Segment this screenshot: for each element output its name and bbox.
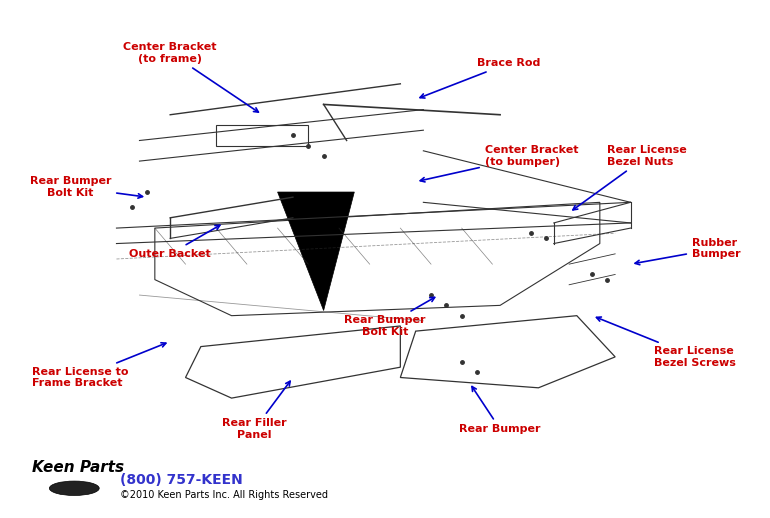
Polygon shape: [278, 192, 354, 310]
Text: Rear License
Bezel Screws: Rear License Bezel Screws: [597, 317, 735, 368]
Text: Rear License to
Frame Bracket: Rear License to Frame Bracket: [32, 343, 166, 388]
Text: Rear Filler
Panel: Rear Filler Panel: [223, 381, 290, 440]
Text: (800) 757-KEEN: (800) 757-KEEN: [120, 472, 243, 486]
Text: Rear Bumper
Bolt Kit: Rear Bumper Bolt Kit: [30, 176, 142, 198]
Text: Center Bracket
(to bumper): Center Bracket (to bumper): [420, 145, 578, 182]
Ellipse shape: [49, 481, 99, 496]
Text: Outer Backet: Outer Backet: [129, 225, 220, 259]
Text: Brace Rod: Brace Rod: [420, 58, 541, 98]
Text: Rear License
Bezel Nuts: Rear License Bezel Nuts: [573, 145, 688, 210]
Text: ©2010 Keen Parts Inc. All Rights Reserved: ©2010 Keen Parts Inc. All Rights Reserve…: [120, 490, 328, 500]
Text: Center Bracket
(to frame): Center Bracket (to frame): [123, 42, 259, 112]
Text: Keen Parts: Keen Parts: [32, 460, 124, 475]
Text: Rear Bumper
Bolt Kit: Rear Bumper Bolt Kit: [344, 297, 435, 337]
Text: Rubber
Bumper: Rubber Bumper: [635, 238, 741, 265]
Text: Rear Bumper: Rear Bumper: [460, 386, 541, 434]
